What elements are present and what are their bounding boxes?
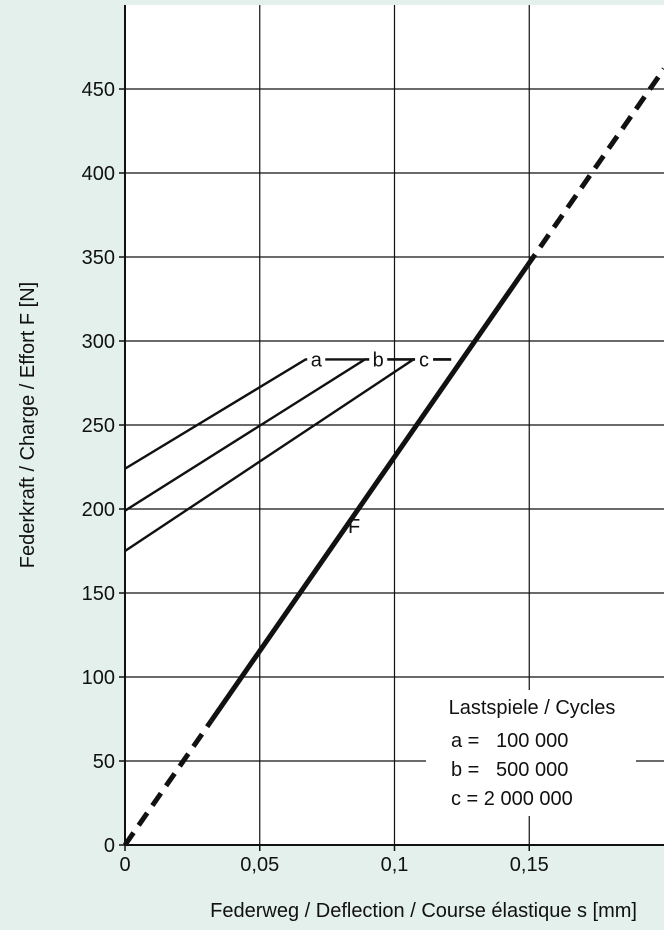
legend-background bbox=[426, 690, 636, 816]
y-tick-label: 450 bbox=[82, 79, 115, 101]
y-tick-label: 200 bbox=[82, 499, 115, 521]
tick-labels: 0 50 100 150 200 250 300 350 400 450 0 0,05 0,1 0,15 bbox=[82, 79, 549, 876]
y-tick-label: 300 bbox=[82, 331, 115, 353]
x-tick-label: 0,1 bbox=[381, 854, 409, 876]
grid bbox=[125, 5, 664, 845]
legend-title: Lastspiele / Cycles bbox=[449, 697, 616, 719]
y-tick-label: 350 bbox=[82, 247, 115, 269]
legend-entry-b: b = 500 000 bbox=[451, 759, 568, 781]
legend-entry-c: c = 2 000 000 bbox=[451, 788, 573, 810]
series-f-line-dashed-start bbox=[122, 719, 214, 847]
x-tick-label: 0,05 bbox=[240, 854, 279, 876]
curve-label-bg bbox=[369, 347, 388, 372]
series-f-line bbox=[209, 265, 529, 723]
y-axis-title: Federkraft / Charge / Effort F [N] bbox=[17, 282, 39, 568]
series-group: Fa b c bbox=[122, 67, 664, 847]
curve-label-bg bbox=[307, 347, 326, 372]
x-axis-title: Federweg / Deflection / Course élastique… bbox=[210, 900, 637, 922]
y-tick-label: 250 bbox=[82, 415, 115, 437]
x-tick-label: 0 bbox=[119, 854, 130, 876]
y-tick-label: 50 bbox=[93, 751, 115, 773]
legend-entry-a: a = 100 000 bbox=[451, 730, 568, 752]
curve-label-c: c bbox=[419, 349, 429, 371]
y-tick-label: 0 bbox=[104, 835, 115, 857]
axes bbox=[119, 5, 664, 851]
y-tick-label: 100 bbox=[82, 667, 115, 689]
x-tick-label: 0,15 bbox=[510, 854, 549, 876]
curve-label-a: a bbox=[311, 349, 323, 371]
y-tick-label: 150 bbox=[82, 583, 115, 605]
curve-label-b: b bbox=[373, 349, 384, 371]
legend: Lastspiele / Cycles a = 100 000 b = 500 … bbox=[426, 690, 636, 816]
curve-label-bg bbox=[415, 347, 434, 372]
series-f-line-dashed-end bbox=[524, 67, 664, 269]
curve-label-f: F bbox=[348, 516, 360, 538]
series-c-line bbox=[124, 358, 452, 552]
y-tick-label: 400 bbox=[82, 163, 115, 185]
